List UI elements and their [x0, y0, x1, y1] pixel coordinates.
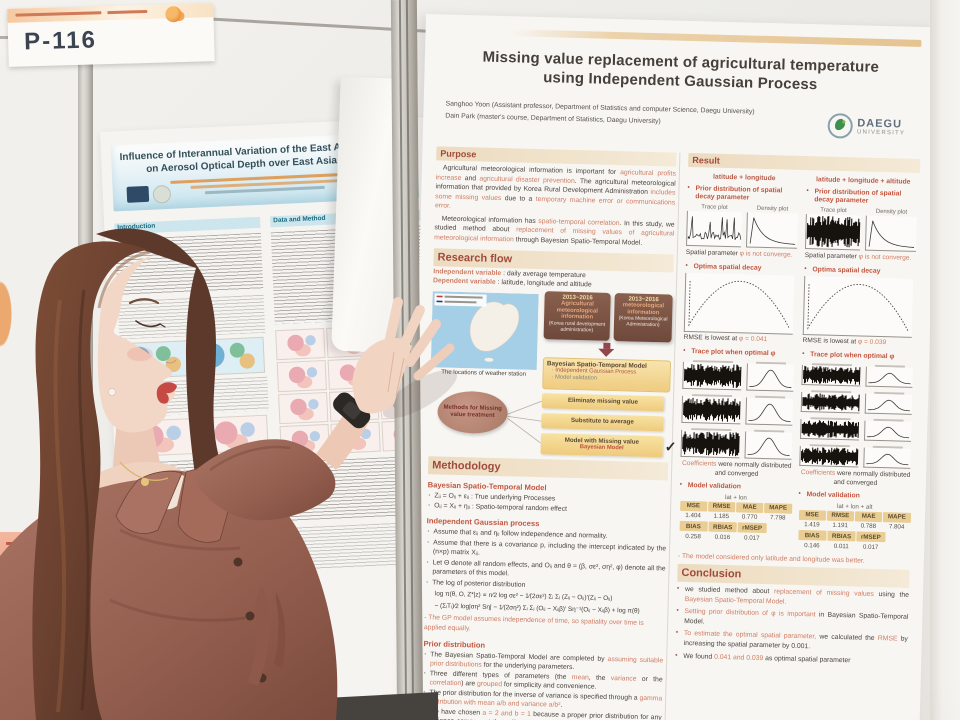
research-flow-diagram: The locations of weather station 2013~20… — [428, 288, 677, 462]
density-plot: Density plot — [745, 205, 798, 249]
poster-left-column: Purpose Agricultural meteorological info… — [420, 146, 677, 720]
poster-right-column: Result latitude + longitude Prior distri… — [675, 152, 921, 667]
daegu-university-logo: DAEGU UNIVERSITY — [827, 113, 928, 142]
dress-button — [245, 611, 255, 621]
finger — [413, 343, 455, 381]
trace-row — [680, 426, 794, 460]
cheek-blush — [127, 347, 153, 361]
plot-mark — [749, 217, 796, 245]
hair-shadow-strand — [78, 289, 90, 711]
flow-connectors — [507, 400, 543, 444]
far-left-poster-decoration — [0, 278, 13, 350]
lips — [156, 382, 177, 404]
plot-mark — [748, 403, 791, 423]
rmse-ucurve-plot — [683, 272, 795, 335]
plot-mark — [749, 369, 792, 389]
hair-back — [96, 228, 224, 482]
plot-mark — [688, 280, 790, 328]
plot-mark — [683, 363, 742, 388]
plot-mark — [802, 393, 860, 412]
right-wall — [930, 0, 960, 720]
plot-mark — [801, 420, 860, 439]
trace-row — [801, 361, 915, 388]
weather-station-map — [430, 291, 539, 371]
plot-mark — [868, 372, 911, 385]
lapel-left — [115, 470, 183, 534]
belt-tie — [274, 592, 286, 668]
result-columns: latitude + longitude Prior distribution … — [678, 170, 920, 553]
necklace-pendant — [141, 478, 149, 486]
face — [97, 256, 175, 433]
sleeve — [196, 439, 336, 521]
trace-row — [799, 442, 913, 469]
necklace-chain — [119, 461, 169, 481]
trace-row — [800, 415, 914, 442]
trace-row — [800, 388, 915, 415]
plot-mark — [687, 216, 742, 240]
trace-row — [681, 392, 795, 426]
hair-highlight — [53, 299, 67, 713]
plot-mark — [868, 220, 915, 248]
finger-crease — [387, 351, 405, 397]
plot-mark — [682, 431, 740, 457]
wrist-watch — [333, 392, 371, 429]
university-emblem-icon — [827, 113, 853, 139]
plot-mark — [803, 365, 861, 385]
finger — [395, 305, 425, 359]
plot-mark — [800, 447, 859, 466]
plot-mark — [867, 399, 910, 412]
density-plot: Density plot — [864, 209, 917, 252]
eyebrow — [128, 298, 160, 305]
pearl-earring — [108, 388, 116, 396]
trace-plot: Trace plot — [686, 204, 742, 248]
plot-mark — [747, 437, 790, 457]
plot-mark — [683, 397, 741, 422]
prior-plots: Trace plot Density plot — [686, 204, 800, 249]
finger — [405, 319, 441, 367]
hair-highlight — [97, 250, 151, 309]
trace-plot: Trace plot — [804, 207, 861, 251]
dress-fold — [109, 528, 246, 622]
hand-shadow — [382, 369, 458, 419]
rmse-ucurve-plot — [802, 276, 914, 338]
finger — [383, 297, 403, 353]
belt-tie — [248, 586, 270, 686]
eyelash — [159, 323, 166, 328]
trace-row — [682, 358, 796, 392]
plot-mark — [806, 216, 861, 248]
dress-button — [233, 557, 243, 567]
result-column-latlonalt: latitude + longitude + altitude Prior di… — [797, 173, 920, 553]
prior-plots: Trace plot Density plot — [804, 207, 919, 252]
sleeve-fold — [209, 445, 291, 472]
hair-front — [32, 241, 148, 720]
plot-mark — [866, 453, 909, 466]
nostril — [165, 359, 177, 364]
plot-mark — [867, 426, 910, 439]
result-column-latlon: latitude + longitude Prior distribution … — [678, 170, 801, 550]
closed-eye — [135, 320, 161, 328]
plot-mark — [807, 283, 909, 331]
main-poster: Missing value replacement of agricultura… — [406, 14, 938, 720]
